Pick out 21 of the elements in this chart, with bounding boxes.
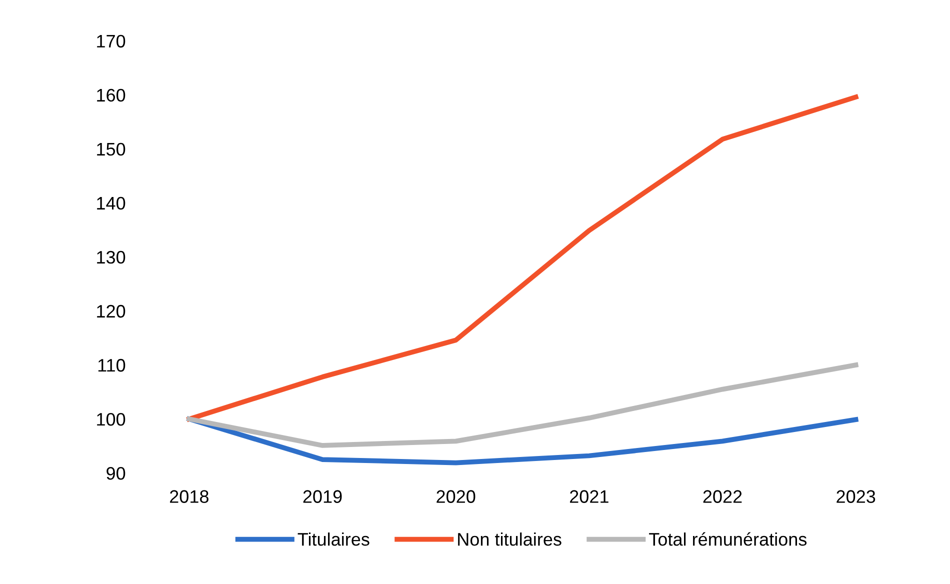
- y-tick-label: 120: [97, 304, 126, 318]
- y-tick-label: 140: [97, 196, 126, 210]
- y-tick-label: 170: [97, 34, 126, 48]
- legend-label: Total rémunérations: [649, 532, 807, 546]
- x-tick-label: 2023: [836, 490, 876, 503]
- x-tick-label: 2022: [703, 490, 742, 503]
- x-tick-label: 2021: [570, 490, 608, 503]
- legend-label: Non titulaires: [458, 532, 562, 546]
- y-tick-label: 160: [97, 88, 126, 102]
- y-tick-label: 130: [97, 250, 126, 264]
- x-tick-label: 2018: [170, 490, 208, 503]
- y-tick-label: 100: [97, 412, 126, 426]
- line-series: [186, 416, 858, 466]
- y-tick-label: 90: [106, 466, 126, 480]
- y-tick-label: 110: [98, 358, 126, 372]
- x-tick-label: 2020: [436, 490, 476, 503]
- y-tick-label: 150: [97, 142, 126, 156]
- line-series: [186, 94, 858, 422]
- legend-label: Titulaires: [298, 532, 370, 546]
- line-series: [186, 362, 858, 448]
- x-tick-label: 2019: [303, 490, 342, 503]
